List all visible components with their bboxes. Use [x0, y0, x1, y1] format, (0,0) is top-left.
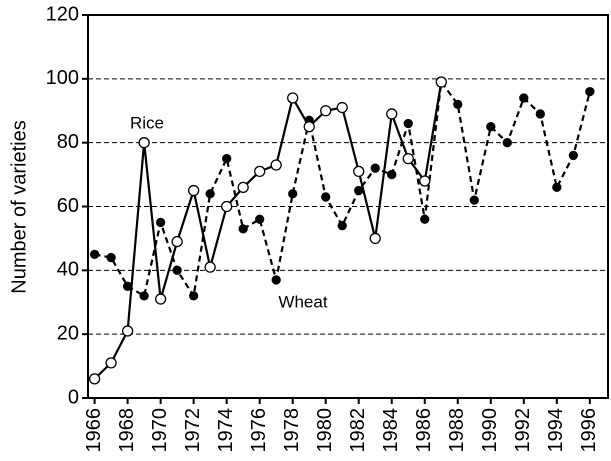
x-tick-label: 1974	[215, 408, 237, 453]
point	[238, 224, 248, 234]
point	[255, 214, 265, 224]
y-tick-label: 40	[57, 259, 79, 281]
point	[171, 235, 183, 248]
point	[303, 121, 315, 133]
point	[486, 122, 496, 132]
point	[188, 184, 200, 197]
y-tick-label: 120	[46, 3, 79, 25]
point	[205, 189, 215, 199]
annotation: Rice	[130, 113, 164, 132]
y-tick-label: 100	[46, 67, 79, 89]
point	[221, 200, 233, 213]
point	[453, 99, 463, 110]
point	[585, 86, 595, 97]
point	[369, 232, 381, 245]
x-tick-label: 1994	[545, 408, 567, 453]
point	[271, 275, 281, 285]
y-tick-label: 80	[57, 131, 79, 153]
point	[370, 163, 380, 173]
x-tick-label: 1970	[149, 408, 171, 453]
point	[386, 108, 398, 120]
x-tick-label: 1984	[380, 408, 402, 453]
point	[320, 105, 332, 117]
point	[402, 152, 414, 165]
x-tick-label: 1996	[578, 408, 600, 453]
x-tick-label: 1966	[83, 408, 105, 453]
y-axis-label: Number of varieties	[8, 120, 30, 293]
point	[288, 189, 298, 199]
x-tick-label: 1986	[413, 408, 435, 453]
x-tick-label: 1972	[182, 408, 204, 453]
point	[336, 101, 348, 114]
y-tick-label: 20	[57, 322, 79, 344]
point	[189, 291, 199, 301]
x-tick-label: 1992	[512, 408, 534, 453]
point	[435, 76, 447, 88]
point	[353, 165, 365, 178]
point	[552, 182, 562, 193]
point	[337, 220, 347, 231]
point	[105, 357, 117, 369]
point	[204, 261, 216, 273]
point	[420, 214, 430, 224]
point	[270, 159, 282, 171]
point	[568, 150, 578, 161]
point	[237, 181, 249, 194]
point	[254, 165, 266, 178]
point	[172, 265, 182, 275]
point	[88, 373, 101, 385]
x-tick-label: 1968	[116, 408, 138, 453]
annotation: Wheat	[278, 292, 327, 311]
point	[419, 175, 431, 187]
point	[155, 217, 166, 228]
point	[321, 192, 331, 202]
x-tick-label: 1990	[479, 408, 501, 453]
point	[222, 153, 232, 164]
x-tick-label: 1988	[446, 408, 468, 453]
point	[502, 138, 512, 148]
point	[387, 169, 397, 180]
point	[139, 291, 149, 301]
point	[535, 109, 545, 119]
point	[519, 93, 529, 103]
x-tick-label: 1980	[314, 408, 336, 453]
point	[469, 195, 479, 205]
y-tick-label: 0	[68, 386, 79, 408]
line	[93, 81, 443, 380]
point	[154, 293, 167, 305]
point	[121, 325, 134, 337]
plot-frame	[87, 14, 609, 399]
y-tick-label: 60	[57, 195, 79, 217]
point	[138, 137, 150, 149]
point	[354, 185, 364, 196]
x-tick-label: 1978	[281, 408, 303, 453]
x-tick-label: 1982	[347, 408, 369, 453]
line	[94, 79, 591, 299]
point	[106, 252, 116, 263]
x-tick-label: 1976	[248, 408, 270, 453]
point	[287, 92, 299, 104]
point	[403, 118, 413, 129]
point	[89, 249, 100, 260]
